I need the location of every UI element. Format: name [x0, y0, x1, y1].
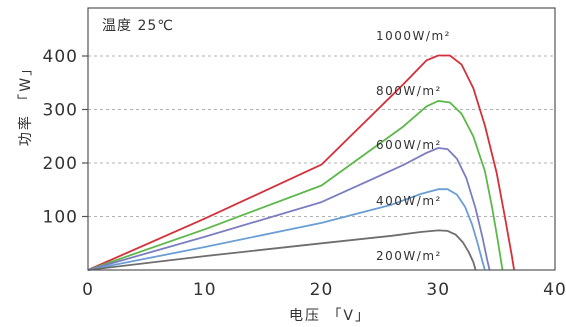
series-label-400: 400W/m² [376, 194, 442, 208]
x-tick-label-30: 30 [426, 280, 450, 300]
y-tick-label-100: 100 [43, 208, 78, 228]
x-tick-label-20: 20 [310, 280, 334, 300]
tick-labels: 100 200 300 400 0 10 20 30 40 [43, 47, 566, 300]
series-label-200: 200W/m² [376, 249, 442, 263]
temperature-annotation: 温度 25℃ [102, 18, 174, 34]
series-line-1 [87, 100, 504, 271]
series-line-0 [87, 54, 515, 271]
series-line-4 [87, 229, 477, 271]
y-tick-label-200: 200 [43, 154, 78, 174]
series-line-3 [87, 188, 486, 271]
y-tick-label-400: 400 [43, 47, 78, 67]
x-tick-label-10: 10 [193, 280, 217, 300]
plot-frame [87, 7, 556, 271]
y-axis-title: 功率 「W」 [17, 60, 34, 146]
series-line-2 [87, 147, 491, 271]
series-label-800: 800W/m² [376, 84, 442, 98]
gridlines [88, 55, 555, 217]
x-tick-label-0: 0 [82, 280, 94, 300]
curves [87, 54, 515, 271]
x-axis-title: 电压 「V」 [289, 308, 371, 324]
y-axis-tick-marks [82, 55, 88, 218]
x-tick-label-40: 40 [543, 280, 566, 300]
y-tick-label-300: 300 [43, 101, 78, 121]
series-label-1000: 1000W/m² [376, 29, 451, 43]
series-label-600: 600W/m² [376, 138, 442, 152]
